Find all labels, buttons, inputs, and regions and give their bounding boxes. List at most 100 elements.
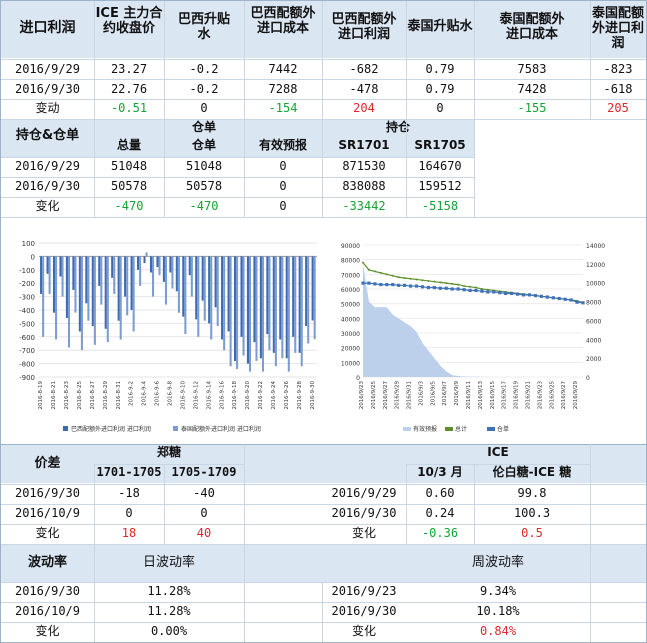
header-10-3: 10/3 月 <box>417 465 463 479</box>
data-point <box>474 286 477 289</box>
bar <box>223 256 226 351</box>
header-1701-1705: 1701-1705 <box>96 465 162 479</box>
table-row-date: 2016/9/30 <box>331 604 397 618</box>
table-cell: -40 <box>193 486 215 500</box>
table-row-date: 2016/9/23 <box>331 584 397 598</box>
data-point <box>533 294 538 298</box>
table-row-date: 2016/9/30 <box>331 506 397 520</box>
x-tick-label: 2016-8-21 <box>51 381 57 409</box>
bar <box>130 256 133 310</box>
data-point <box>521 293 526 297</box>
bar <box>126 256 129 316</box>
bar <box>208 256 211 324</box>
y-tick-label: -100 <box>19 267 35 275</box>
bar <box>259 256 262 359</box>
data-point <box>474 288 478 293</box>
bar <box>59 256 62 277</box>
x-tick-label: 2016-9-14 <box>206 381 212 410</box>
bar <box>292 256 295 337</box>
volatility-title: 波动率 <box>27 555 67 570</box>
header-forecast: 有效预报 <box>258 138 307 152</box>
zheng-title: 郑糖 <box>156 445 181 459</box>
data-point <box>379 271 382 274</box>
bar <box>197 256 200 337</box>
legend-label: 仓单 <box>497 425 509 433</box>
bar <box>210 256 213 340</box>
data-point <box>439 281 442 284</box>
bar <box>272 256 275 353</box>
x-tick-label: 2016-8-29 <box>103 381 109 410</box>
warehouse-line-chart: 9000080000700006000050000400003000020000… <box>341 243 605 433</box>
header-brazil-cost: 巴西配额外进口成本 <box>250 6 316 36</box>
legend-swatch <box>403 427 411 431</box>
table-cell: 0.24 <box>425 506 455 520</box>
bar <box>246 256 249 364</box>
bar <box>242 256 245 356</box>
table-row-date: 2016/10/9 <box>14 604 81 618</box>
bar <box>313 256 316 340</box>
bar <box>214 256 217 308</box>
legend-swatch <box>63 426 68 431</box>
table-cell: 164670 <box>418 159 462 173</box>
table-cell: 50578 <box>110 179 148 193</box>
y-tick-label: 80000 <box>341 258 360 265</box>
header-thai-basis: 泰国升贴水 <box>407 19 473 34</box>
charts-area: 100 0 -100 -200 -300 -400 -500 -600 -700 -800 -900… <box>1 217 646 444</box>
data-point <box>367 268 370 271</box>
bar <box>46 256 49 274</box>
x-tick-label: 2016/9/11 <box>466 381 472 409</box>
data-point <box>456 287 460 291</box>
bar <box>67 256 71 348</box>
position-table: 持仓&仓单 仓单 持仓 总量 仓单 有效预报 SR1701 SR1705 201… <box>1 119 646 217</box>
data-point <box>362 261 364 264</box>
series-line <box>362 262 584 304</box>
change-row-label: 变动 <box>35 101 60 115</box>
table-cell: -0.2 <box>189 82 219 96</box>
y-tick-label: 0 <box>356 375 360 382</box>
y-tick-label: 20000 <box>341 346 360 353</box>
table-cell: 9.34% <box>479 584 517 598</box>
x-tick-label: 2016/9/13 <box>478 381 484 410</box>
table-cell: 0 <box>279 199 287 213</box>
bar <box>48 256 51 294</box>
data-point <box>391 274 394 277</box>
bar <box>307 256 310 344</box>
bar <box>311 256 314 321</box>
table-cell: 0 <box>125 506 133 520</box>
legend-label: 泰国配额外进口利润 进口利润 <box>181 425 261 433</box>
bar <box>190 256 193 297</box>
x-tick-label: 2016-9-4 <box>142 381 148 406</box>
x-tick-label: 2016-9-2 <box>129 381 135 406</box>
ice-title: ICE <box>487 445 509 459</box>
data-point <box>445 282 448 285</box>
legend-label: 巴西配额外进口利润 进口利润 <box>71 425 151 433</box>
x-tick-label: 2016/9/27 <box>383 381 389 410</box>
position-title: 持仓&仓单 <box>15 128 80 143</box>
data-point <box>510 291 514 295</box>
bar <box>74 256 77 313</box>
table-cell: 7442 <box>268 62 298 76</box>
table-row-date: 2016/9/30 <box>14 82 81 96</box>
x-tick-label: 2016-8-27 <box>90 381 96 410</box>
bar <box>255 256 258 361</box>
import-profit-title: 进口利润 <box>19 20 76 36</box>
bar <box>233 256 237 361</box>
table-cell: 159512 <box>418 179 462 193</box>
x-tick-label: 2016/9/27 <box>561 381 567 410</box>
data-point <box>409 277 412 280</box>
spread-header-row <box>1 444 646 483</box>
table-cell: -478 <box>349 82 379 96</box>
x-tick-label: 2016-9-10 <box>180 381 186 410</box>
x-tick-label: 2016/9/31 <box>407 381 413 409</box>
y-tick-label: -400 <box>19 307 35 315</box>
volatility-header-row <box>1 544 646 582</box>
weekly-vol-title: 周波动率 <box>471 555 524 570</box>
bar <box>85 256 88 304</box>
y2-tick-label: 0 <box>586 375 590 382</box>
data-point <box>403 277 406 279</box>
bar <box>132 256 135 332</box>
table-cell: 0 <box>279 159 287 173</box>
change-row-label: 变化 <box>351 624 376 638</box>
x-tick-label: 2016-8-19 <box>38 381 44 410</box>
data-point <box>551 296 555 300</box>
